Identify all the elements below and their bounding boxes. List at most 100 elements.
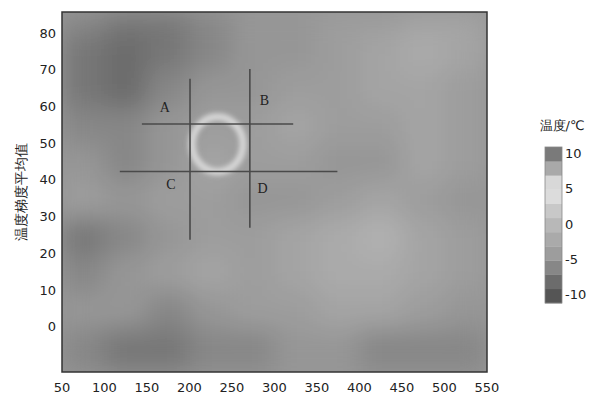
heat-cell <box>62 144 105 181</box>
heat-cell <box>402 71 445 108</box>
heat-cell <box>190 218 233 255</box>
x-tick-label: 250 <box>220 380 245 395</box>
heat-cell <box>445 291 488 328</box>
section-line <box>189 79 191 240</box>
heat-cell <box>232 71 275 108</box>
heat-cell <box>445 181 488 218</box>
colorbar-swatch <box>545 289 562 303</box>
heat-cell <box>105 328 148 372</box>
colorbar-swatch <box>545 260 562 274</box>
heat-cell <box>317 144 360 181</box>
heat-cell <box>317 328 360 372</box>
y-tick-label: 20 <box>39 246 56 261</box>
colorbar-swatch <box>545 204 562 218</box>
heat-cell <box>317 108 360 145</box>
heat-cell <box>232 218 275 255</box>
heat-cell <box>190 71 233 108</box>
heat-cell <box>62 328 105 372</box>
heat-cell <box>275 34 318 71</box>
colorbar-tick-label: 0 <box>565 217 573 232</box>
x-tick-label: 50 <box>54 380 71 395</box>
heat-cell <box>105 34 148 71</box>
heat-cell <box>275 254 318 291</box>
heat-cell <box>317 34 360 71</box>
heat-cell <box>275 218 318 255</box>
heat-cell <box>275 144 318 181</box>
heat-cell <box>317 254 360 291</box>
heat-cell <box>445 144 488 181</box>
section-line <box>120 171 338 173</box>
y-tick-label: 70 <box>39 62 56 77</box>
heat-cell <box>190 34 233 71</box>
colorbar-swatch <box>545 246 562 260</box>
annotation: A <box>160 100 171 115</box>
x-tick-label: 100 <box>92 380 117 395</box>
heat-cell <box>360 181 403 218</box>
x-tick-label: 450 <box>390 380 415 395</box>
heat-cell <box>105 144 148 181</box>
heat-cell <box>445 254 488 291</box>
ring <box>192 117 243 172</box>
heat-cell <box>360 71 403 108</box>
y-axis-label: 温度梯度平均值 <box>13 143 29 241</box>
annotation: B <box>260 93 269 108</box>
heat-cell <box>402 34 445 71</box>
heat-cell <box>190 12 233 35</box>
x-tick-label: 550 <box>475 380 500 395</box>
heat-cell <box>62 254 105 291</box>
x-tick-label: 150 <box>135 380 160 395</box>
heat-cell <box>190 254 233 291</box>
plot-frame <box>62 12 487 372</box>
heat-cell <box>62 12 105 35</box>
heat-cell <box>105 181 148 218</box>
heat-cell <box>402 12 445 35</box>
heat-cell <box>360 34 403 71</box>
colorbar-frame <box>545 147 562 303</box>
heat-cell <box>317 181 360 218</box>
heat-cell <box>190 181 233 218</box>
heat-cell <box>105 108 148 145</box>
heat-cell <box>105 291 148 328</box>
colorbar-swatch <box>545 190 562 204</box>
heat-cell <box>232 34 275 71</box>
heat-cell <box>62 108 105 145</box>
colorbar-label: 温度/℃ <box>540 118 585 133</box>
heat-cell <box>232 12 275 35</box>
y-tick-label: 80 <box>39 26 56 41</box>
heat-cell <box>360 144 403 181</box>
heat-cell <box>402 328 445 372</box>
heat-cell <box>190 328 233 372</box>
annotation: C <box>166 177 175 192</box>
plot-area <box>62 12 487 372</box>
heat-cell <box>232 254 275 291</box>
heat-cell <box>317 12 360 35</box>
heat-cell <box>232 328 275 372</box>
heat-cell <box>445 34 488 71</box>
annotation: D <box>258 181 268 196</box>
y-tick-label: 0 <box>48 319 56 334</box>
colorbar-swatch <box>545 147 562 161</box>
heat-cell <box>402 144 445 181</box>
heat-cell <box>317 218 360 255</box>
heat-cell <box>275 328 318 372</box>
heat-cell <box>105 254 148 291</box>
heat-cell <box>445 108 488 145</box>
heat-cell <box>360 12 403 35</box>
heat-cell <box>445 71 488 108</box>
heat-cell <box>62 291 105 328</box>
section-line <box>142 123 293 125</box>
heat-cell <box>147 291 190 328</box>
heat-cell <box>275 291 318 328</box>
y-tick-label: 10 <box>39 283 56 298</box>
heat-cell <box>275 12 318 35</box>
heat-cell <box>62 71 105 108</box>
heat-cell <box>360 218 403 255</box>
heat-cell <box>275 71 318 108</box>
heat-cell <box>147 218 190 255</box>
heat-cell <box>445 218 488 255</box>
heat-cell <box>402 108 445 145</box>
y-tick-label: 30 <box>39 209 56 224</box>
heat-cell <box>402 291 445 328</box>
heat-cell <box>62 34 105 71</box>
x-tick-label: 200 <box>177 380 202 395</box>
